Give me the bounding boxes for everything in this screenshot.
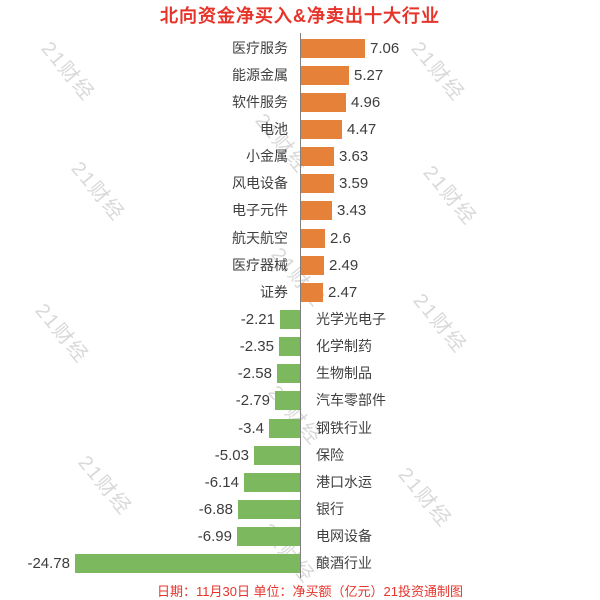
negative-bar bbox=[277, 364, 300, 383]
brand-watermark: 21财经 bbox=[66, 157, 129, 226]
value-label: 3.43 bbox=[337, 202, 367, 219]
category-label: 生物制品 bbox=[316, 365, 372, 381]
negative-bar bbox=[237, 527, 300, 546]
positive-bar bbox=[301, 93, 346, 112]
category-label: 光学光电子 bbox=[316, 311, 386, 327]
positive-bar bbox=[301, 174, 334, 193]
negative-bar bbox=[279, 337, 300, 356]
value-label: -24.78 bbox=[27, 555, 70, 572]
positive-bar bbox=[301, 283, 323, 302]
category-label: 酿酒行业 bbox=[316, 555, 372, 571]
negative-bar bbox=[238, 500, 300, 519]
category-label: 电网设备 bbox=[316, 528, 372, 544]
negative-bar bbox=[254, 446, 300, 465]
brand-watermark: 21财经 bbox=[418, 161, 481, 230]
brand-watermark: 21财经 bbox=[30, 299, 93, 368]
value-label: 3.59 bbox=[339, 175, 369, 192]
value-label: 2.6 bbox=[330, 230, 351, 247]
positive-bar bbox=[301, 229, 325, 248]
positive-bar bbox=[301, 120, 342, 139]
category-label: 银行 bbox=[316, 501, 344, 517]
value-label: -6.88 bbox=[198, 501, 233, 518]
category-label: 能源金属 bbox=[232, 67, 288, 83]
value-label: -2.58 bbox=[237, 365, 272, 382]
category-label: 钢铁行业 bbox=[316, 420, 372, 436]
value-label: 4.47 bbox=[347, 121, 377, 138]
category-label: 医疗器械 bbox=[232, 257, 288, 273]
value-label: 7.06 bbox=[370, 40, 400, 57]
brand-watermark: 21财经 bbox=[73, 451, 136, 520]
value-label: -6.99 bbox=[197, 528, 232, 545]
positive-bar bbox=[301, 147, 334, 166]
category-label: 医疗服务 bbox=[232, 40, 288, 56]
category-label: 小金属 bbox=[246, 148, 288, 164]
brand-watermark: 21财经 bbox=[36, 37, 99, 106]
negative-bar bbox=[275, 391, 300, 410]
positive-bar bbox=[301, 256, 324, 275]
category-label: 证券 bbox=[260, 284, 288, 300]
brand-watermark: 21财经 bbox=[408, 289, 471, 358]
brand-watermark: 21财经 bbox=[250, 109, 313, 178]
negative-bar bbox=[75, 554, 300, 573]
category-label: 化学制药 bbox=[316, 338, 372, 354]
brand-watermark: 21财经 bbox=[393, 463, 456, 532]
value-label: 2.47 bbox=[328, 284, 358, 301]
category-label: 汽车零部件 bbox=[316, 392, 386, 408]
value-label: 3.63 bbox=[339, 148, 369, 165]
value-label: -2.21 bbox=[240, 311, 275, 328]
negative-bar bbox=[244, 473, 300, 492]
value-label: 2.49 bbox=[329, 257, 359, 274]
category-label: 保险 bbox=[316, 447, 344, 463]
value-label: 5.27 bbox=[354, 67, 384, 84]
chart-footer-caption: 日期：11月30日 单位：净买额（亿元）21投资通制图 bbox=[156, 584, 464, 599]
positive-bar bbox=[301, 201, 332, 220]
chart-title: 北向资金净买入&净卖出十大行业 bbox=[160, 6, 440, 26]
positive-bar bbox=[301, 39, 365, 58]
category-label: 风电设备 bbox=[232, 175, 288, 191]
category-label: 软件服务 bbox=[232, 94, 288, 110]
category-label: 港口水运 bbox=[316, 474, 372, 490]
axis-line bbox=[300, 33, 301, 578]
negative-bar bbox=[280, 310, 300, 329]
category-label: 电子元件 bbox=[232, 202, 288, 218]
negative-bar bbox=[269, 419, 300, 438]
category-label: 电池 bbox=[260, 121, 288, 137]
positive-bar bbox=[301, 66, 349, 85]
brand-watermark: 21财经 bbox=[406, 37, 469, 106]
value-label: -3.4 bbox=[238, 420, 264, 437]
value-label: -2.35 bbox=[239, 338, 274, 355]
value-label: -6.14 bbox=[204, 474, 239, 491]
category-label: 航天航空 bbox=[232, 230, 288, 246]
brand-watermark: 21财经 bbox=[263, 381, 326, 450]
value-label: 4.96 bbox=[351, 94, 381, 111]
value-label: -5.03 bbox=[214, 447, 249, 464]
value-label: -2.79 bbox=[235, 392, 270, 409]
